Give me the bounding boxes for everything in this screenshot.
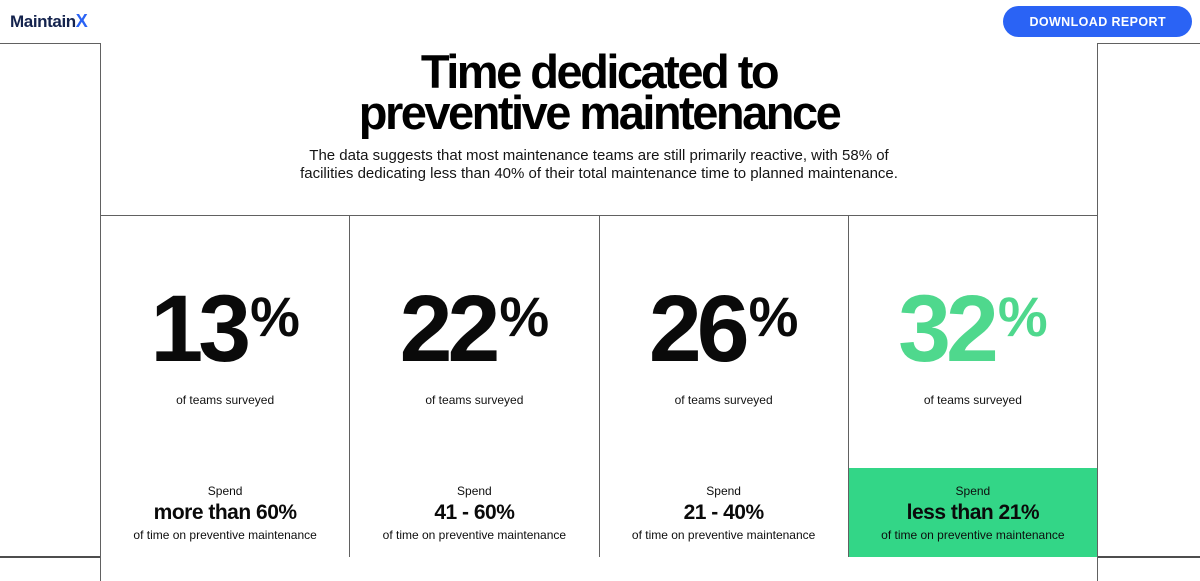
- percent-sign: %: [748, 285, 799, 348]
- label-cell-3: Spend 21 - 40% of time on preventive mai…: [600, 468, 849, 557]
- label-cell-4-highlighted: Spend less than 21% of time on preventiv…: [848, 468, 1097, 557]
- stat-cell-2: 22% of teams surveyed: [350, 216, 600, 468]
- stat-cell-4-highlighted: 32% of teams surveyed: [849, 216, 1097, 468]
- label-cell-1: Spend more than 60% of time on preventiv…: [101, 468, 351, 557]
- stats-row: 13% of teams surveyed 22% of teams surve…: [101, 216, 1097, 468]
- logo-x-mark: X: [75, 11, 88, 31]
- download-report-button[interactable]: DOWNLOAD REPORT: [1003, 6, 1192, 37]
- label-suffix-3: of time on preventive maintenance: [631, 527, 816, 542]
- maintainx-logo[interactable]: MaintainX: [10, 11, 88, 32]
- stat-cell-3: 26% of teams surveyed: [600, 216, 849, 468]
- label-range-3: 21 - 40%: [683, 500, 765, 524]
- percent-sign: %: [250, 285, 300, 348]
- label-range-2: 41 - 60%: [434, 500, 515, 524]
- stat-caption-2: of teams surveyed: [425, 393, 524, 407]
- stat-cell-1: 13% of teams surveyed: [101, 216, 351, 468]
- labels-row: Spend more than 60% of time on preventiv…: [101, 468, 1097, 557]
- logo-text-main: Maintain: [10, 12, 76, 31]
- label-range-4: less than 21%: [906, 500, 1040, 524]
- stat-caption-1: of teams surveyed: [176, 393, 275, 407]
- label-prefix-3: Spend: [706, 483, 741, 498]
- stat-caption-3: of teams surveyed: [674, 393, 773, 407]
- report-section: Time dedicated to preventive maintenance…: [100, 43, 1098, 581]
- percent-sign: %: [499, 285, 550, 348]
- percent-sign: %: [997, 285, 1048, 348]
- page-title-line1: Time dedicated to: [420, 45, 780, 98]
- label-cell-2: Spend 41 - 60% of time on preventive mai…: [350, 468, 600, 557]
- page-subtitle: The data suggests that most maintenance …: [300, 147, 898, 182]
- stat-caption-4: of teams surveyed: [923, 393, 1022, 407]
- section-header: Time dedicated to preventive maintenance…: [101, 43, 1097, 216]
- label-prefix-1: Spend: [207, 483, 243, 498]
- stat-value-3: 26%: [648, 276, 799, 382]
- label-prefix-2: Spend: [457, 483, 492, 498]
- page-title-line2: preventive maintenance: [358, 86, 842, 139]
- topbar: MaintainX DOWNLOAD REPORT: [0, 0, 1200, 43]
- label-suffix-1: of time on preventive maintenance: [133, 527, 317, 542]
- stat-value-4: 32%: [898, 276, 1048, 382]
- label-suffix-2: of time on preventive maintenance: [382, 527, 567, 542]
- stat-value-1: 13%: [150, 276, 300, 382]
- page-title: Time dedicated to preventive maintenance: [358, 45, 842, 139]
- label-range-1: more than 60%: [153, 500, 297, 524]
- stat-value-2: 22%: [399, 276, 550, 382]
- label-suffix-4: of time on preventive maintenance: [881, 527, 1065, 542]
- label-prefix-4: Spend: [955, 483, 991, 498]
